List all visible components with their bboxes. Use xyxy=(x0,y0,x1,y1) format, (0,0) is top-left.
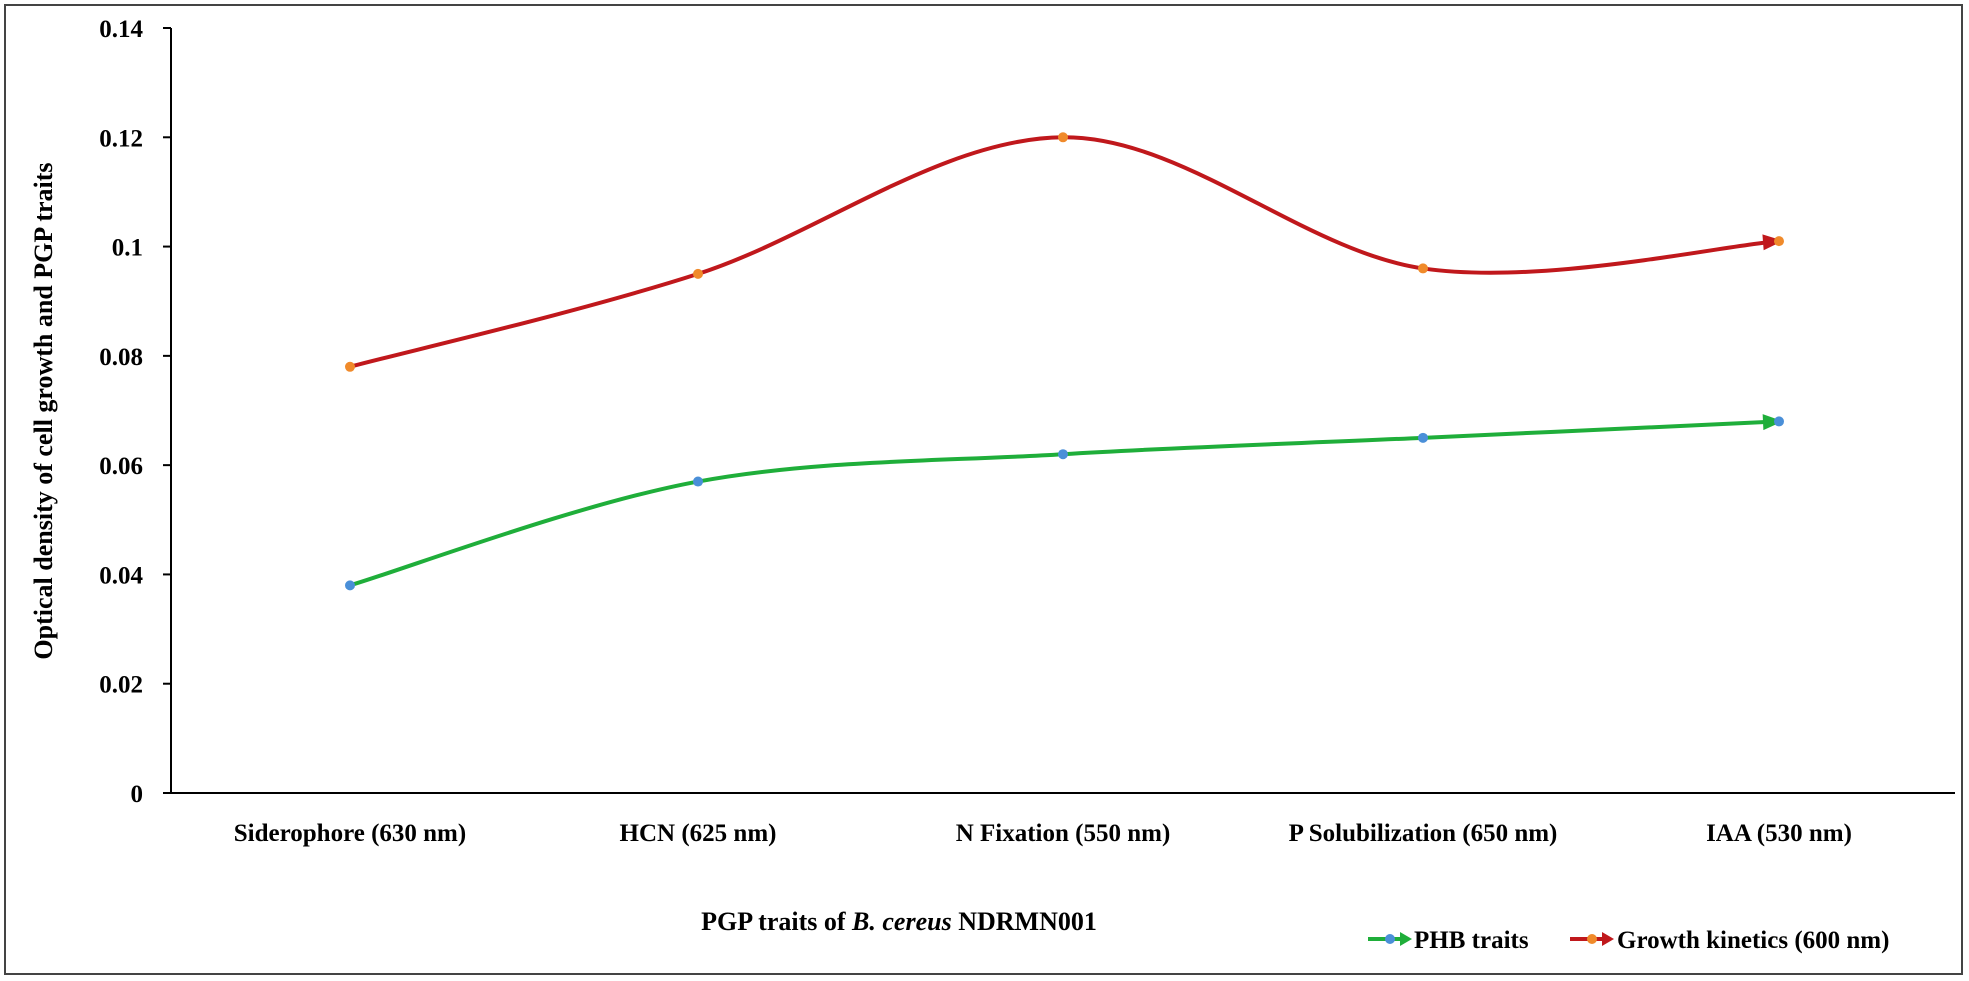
data-point xyxy=(345,580,355,591)
data-point xyxy=(1418,432,1428,443)
chart-frame xyxy=(4,4,1963,975)
legend-marker xyxy=(1385,934,1395,944)
series-line xyxy=(349,419,1780,588)
y-tick-label: 0.12 xyxy=(99,125,143,152)
data-point xyxy=(693,268,703,279)
legend-label: PHB traits xyxy=(1414,927,1529,954)
data-point xyxy=(693,476,703,487)
legend-arrowhead xyxy=(1602,932,1614,946)
data-point xyxy=(1418,263,1428,274)
x-axis-title-prefix: PGP traits of xyxy=(701,907,852,936)
x-axis: Siderophore (630 nm) HCN (625 nm) N Fixati… xyxy=(171,792,1955,847)
series-layer xyxy=(345,132,1784,591)
legend: PHB traits Growth kinetics (600 nm) xyxy=(1368,927,1889,954)
data-point xyxy=(1774,236,1784,247)
series-arrowhead xyxy=(1762,234,1783,251)
y-tick-label: 0.04 xyxy=(99,562,143,589)
series-phb-traits xyxy=(345,414,1784,591)
series-arrowhead xyxy=(1762,414,1783,431)
legend-marker xyxy=(1587,934,1597,944)
x-tick-label: HCN (625 nm) xyxy=(620,820,777,847)
series-line xyxy=(349,135,1780,369)
y-tick-label: 0.08 xyxy=(99,344,143,371)
legend-label: Growth kinetics (600 nm) xyxy=(1617,927,1889,954)
legend-item: Growth kinetics (600 nm) xyxy=(1570,927,1889,954)
y-axis-title: Optical density of cell growth and PGP t… xyxy=(29,162,58,659)
y-tick-label: 0.1 xyxy=(112,235,143,262)
y-tick-label: 0 xyxy=(131,781,144,808)
x-tick-label: N Fixation (550 nm) xyxy=(956,820,1171,847)
x-tick-label: IAA (530 nm) xyxy=(1706,820,1852,847)
y-tick-label: 0.14 xyxy=(99,16,143,43)
legend-arrowhead xyxy=(1400,932,1412,946)
data-point xyxy=(1058,132,1068,143)
x-axis-title-suffix: NDRMN001 xyxy=(952,907,1097,936)
legend-item: PHB traits xyxy=(1368,927,1529,954)
y-tick-label: 0.02 xyxy=(99,672,143,699)
x-axis-title: PGP traits of B. cereus NDRMN001 xyxy=(701,907,1097,936)
series-growth-kinetics xyxy=(345,132,1784,372)
x-axis-title-italic: B. cereus xyxy=(851,907,952,936)
y-axis: 0 0.02 0.04 0.06 0.08 0.1 0.12 0.14 xyxy=(99,16,172,808)
data-point xyxy=(1058,449,1068,460)
data-point xyxy=(1774,416,1784,427)
x-tick-label: Siderophore (630 nm) xyxy=(234,820,466,847)
y-tick-label: 0.06 xyxy=(99,453,143,480)
data-point xyxy=(345,361,355,372)
x-tick-label: P Solubilization (650 nm) xyxy=(1289,820,1558,847)
